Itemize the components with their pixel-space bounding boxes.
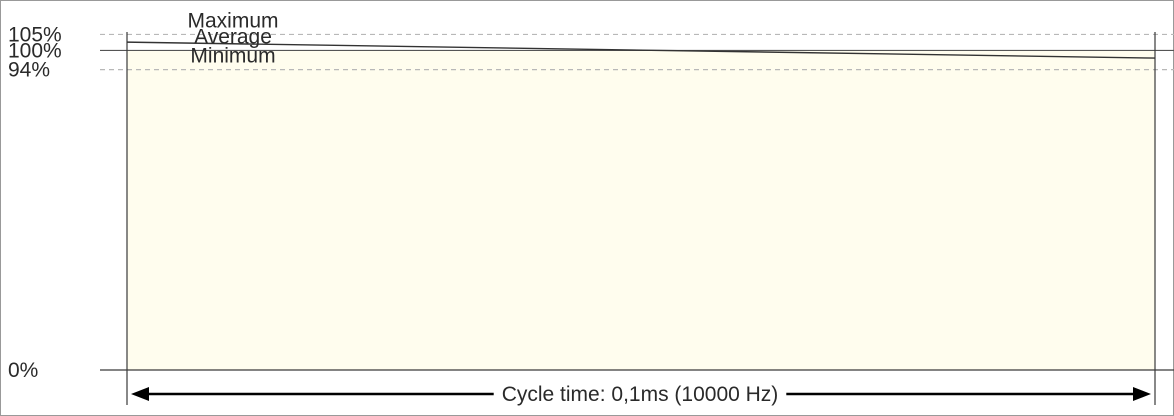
y-tick-label-94pct: 94% <box>8 59 50 82</box>
arrowhead-left-icon <box>131 387 149 401</box>
y-tick-label-0pct: 0% <box>8 359 38 382</box>
cycle-time-label: Cycle time: 0,1ms (10000 Hz) <box>502 383 779 406</box>
y-tick-label-100pct: 100% <box>8 39 62 62</box>
arrowhead-right-icon <box>1133 387 1151 401</box>
annotation-minimum: Minimum <box>190 45 275 68</box>
signal-area-fill <box>127 50 1155 370</box>
y-tick-label-105pct: 105% <box>8 23 62 46</box>
annotation-maximum: Maximum <box>187 9 278 32</box>
series-line-signal <box>126 41 1156 59</box>
annotation-average: Average <box>194 25 272 48</box>
